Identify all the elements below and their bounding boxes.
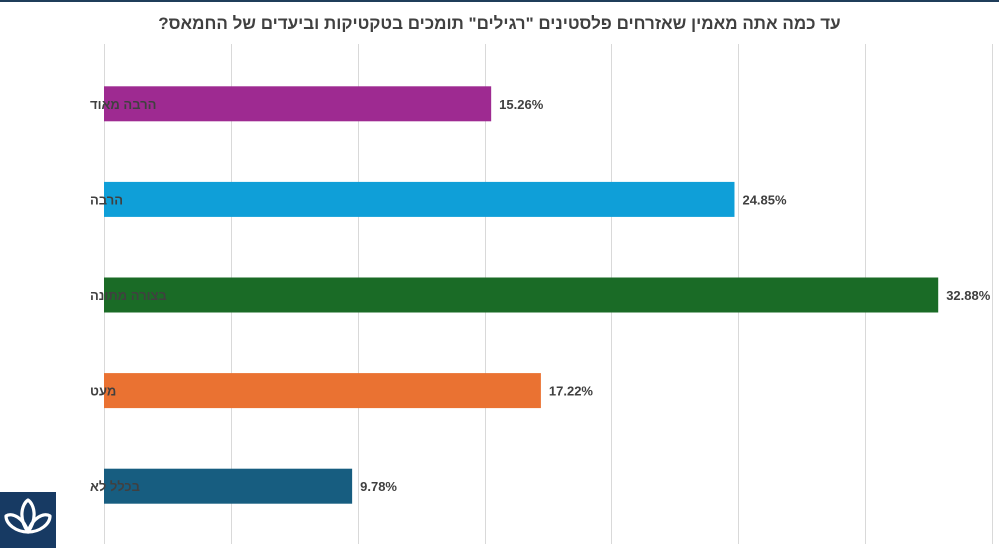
logo [0,492,56,548]
chart-title: עד כמה אתה מאמין שאזרחים פלסטינים "רגילי… [158,14,841,33]
bar [104,277,939,313]
bar [104,86,492,122]
bar [104,373,541,409]
data-label: 15.26% [499,97,544,112]
bar [104,468,353,504]
data-label: 24.85% [742,192,787,207]
category-label: הרבה מאוד [90,97,156,112]
top-rule [0,0,999,2]
data-label: 17.22% [549,384,594,399]
bar [104,181,735,217]
trefoil-logo-icon [4,498,52,534]
category-label: הרבה [90,192,123,207]
category-label: בכלל לא [90,479,140,494]
data-label: 32.88% [946,288,991,303]
data-label: 9.78% [360,479,397,494]
category-label: מעט [90,384,116,399]
category-label: בצורה מתונה [90,288,167,303]
